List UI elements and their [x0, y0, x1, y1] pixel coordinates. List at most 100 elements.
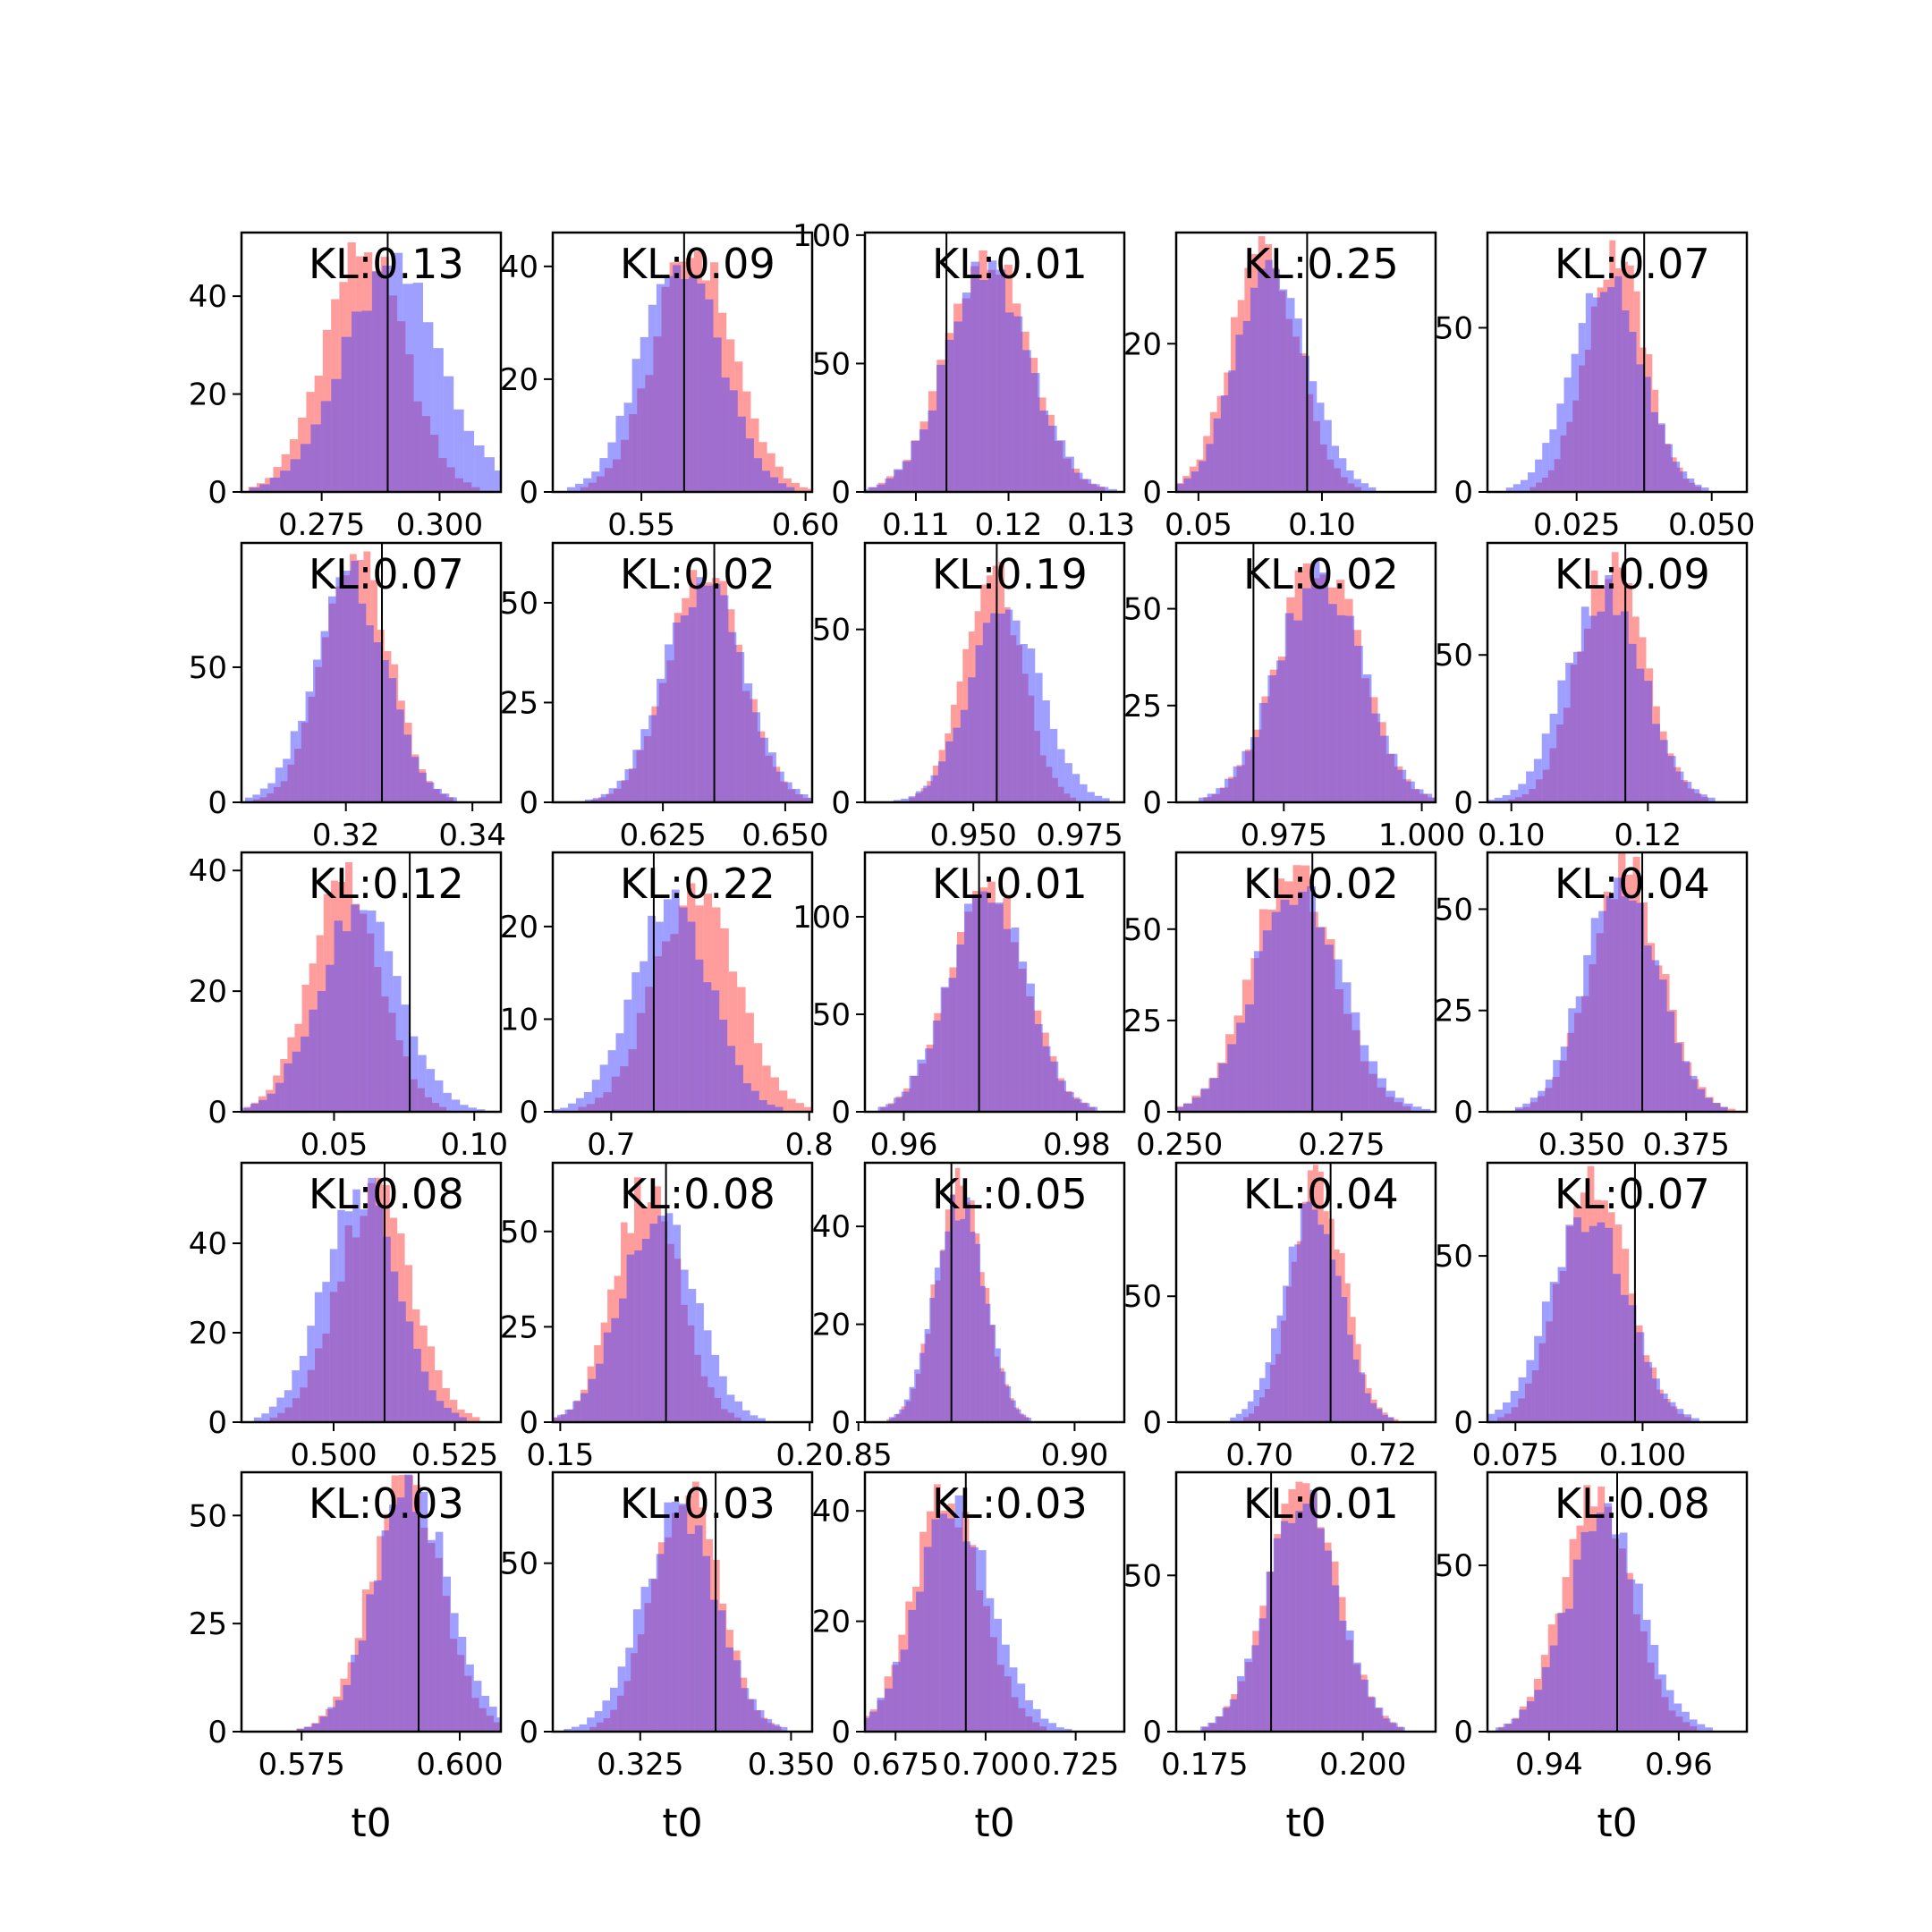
x-tick-label: 0.200 [1319, 1747, 1406, 1783]
blue-histogram-bar [901, 798, 909, 802]
y-tick-label: 0 [519, 1405, 538, 1441]
blue-histogram-bar [568, 1103, 576, 1112]
blue-histogram-bar [1360, 1679, 1368, 1732]
blue-histogram-bar [1592, 297, 1601, 492]
blue-histogram-bar [443, 1576, 452, 1732]
blue-histogram-bar [1004, 312, 1014, 492]
blue-histogram-bar [1199, 797, 1208, 802]
blue-histogram-bar [1571, 353, 1579, 492]
blue-histogram-bar [665, 644, 673, 802]
blue-histogram-bar [903, 1399, 910, 1422]
blue-histogram-bar [1673, 462, 1681, 492]
kl-divergence-label: KL:0.22 [620, 860, 775, 908]
blue-histogram-bar [756, 1710, 765, 1732]
x-tick-label: 0.90 [1041, 1437, 1109, 1473]
red-histogram-bar [787, 1098, 796, 1112]
blue-histogram-bar [1682, 1711, 1690, 1732]
blue-histogram-bar [1258, 1377, 1266, 1422]
blue-histogram-bar [1287, 298, 1295, 492]
blue-histogram-bar [607, 1050, 616, 1112]
blue-histogram-bar [459, 1417, 467, 1422]
blue-histogram-bar [1657, 423, 1665, 492]
blue-histogram-bar [1065, 1091, 1074, 1112]
blue-histogram-bar [1331, 445, 1340, 492]
y-tick-label: 20 [812, 1605, 851, 1640]
blue-histogram-bar [1683, 782, 1692, 802]
blue-histogram-bar [1298, 891, 1308, 1112]
blue-histogram-bar [625, 1648, 633, 1732]
red-histogram-bar [745, 1013, 754, 1112]
blue-histogram-bar [962, 1541, 971, 1732]
blue-histogram-bar [1039, 411, 1049, 492]
blue-histogram-bar [681, 1269, 689, 1422]
blue-histogram-bar [1283, 1285, 1289, 1422]
blue-histogram-bar [1032, 1708, 1041, 1732]
blue-histogram-bar [1353, 479, 1361, 492]
blue-histogram-bar [894, 1414, 900, 1422]
blue-histogram-bar [925, 1048, 933, 1112]
histogram-bars [865, 250, 1117, 492]
blue-histogram-bar [1585, 292, 1593, 492]
blue-histogram-bar [1222, 1707, 1230, 1732]
blue-histogram-bar [252, 794, 260, 802]
blue-histogram-bar [1502, 1402, 1511, 1422]
blue-histogram-bar [1665, 444, 1674, 492]
x-tick-label: 0.050 [1668, 507, 1755, 543]
blue-histogram-bar [711, 1354, 720, 1422]
blue-histogram-bar [688, 606, 697, 802]
blue-histogram-bar [283, 758, 291, 802]
blue-histogram-bar [564, 1410, 573, 1422]
y-tick-label: 40 [189, 1226, 227, 1262]
blue-histogram-bar [358, 603, 367, 802]
y-tick-label: 0 [1142, 1715, 1162, 1750]
blue-histogram-bar [1087, 792, 1095, 802]
blue-histogram-bar [412, 283, 423, 492]
blue-histogram-bar [443, 1092, 452, 1112]
blue-histogram-bar [1200, 1726, 1208, 1732]
blue-histogram-bar [1306, 1201, 1312, 1422]
histogram-panel-15: 0.350 0.375 0 25 50 KL:0.04 [1435, 851, 1749, 1163]
blue-histogram-bar [1368, 1061, 1378, 1112]
axes-frame [1174, 231, 1437, 494]
blue-histogram-bar [680, 615, 689, 802]
y-tick-label: 0 [519, 1095, 538, 1131]
y-tick-label: 50 [500, 1546, 538, 1582]
blue-histogram-bar [1271, 911, 1281, 1112]
blue-histogram-bar [702, 1555, 711, 1732]
blue-histogram-bar [1583, 954, 1591, 1112]
red-histogram-bar [791, 482, 800, 492]
blue-histogram-bar [1644, 1361, 1653, 1422]
blue-histogram-bar [1535, 459, 1543, 492]
histogram-panel-14: 0.250 0.275 0 25 50 KL:0.02 [1123, 851, 1437, 1163]
blue-histogram-bar [1682, 1061, 1690, 1112]
blue-histogram-bar [1613, 1274, 1621, 1422]
blue-histogram-bar [865, 1717, 869, 1732]
blue-histogram-bar [1573, 1217, 1581, 1422]
blue-histogram-bar [1048, 1723, 1057, 1732]
kl-divergence-label: KL:0.08 [1555, 1479, 1710, 1528]
blue-histogram-bar [484, 457, 495, 492]
blue-histogram-bar [1563, 377, 1572, 492]
x-tick-label: 0.325 [597, 1747, 683, 1783]
kl-divergence-label: KL:0.02 [1243, 550, 1399, 598]
blue-histogram-bar [1667, 756, 1676, 802]
blue-histogram-bar [1580, 606, 1589, 802]
blue-histogram-bar [358, 1640, 367, 1732]
blue-histogram-bar [1279, 289, 1288, 492]
blue-histogram-bar [603, 1332, 612, 1422]
blue-histogram-bar [816, 800, 824, 802]
kl-divergence-label: KL:0.09 [620, 240, 775, 288]
blue-histogram-bar [433, 348, 444, 492]
blue-histogram-bar [663, 899, 672, 1112]
blue-histogram-bar [1333, 959, 1343, 1112]
blue-histogram-bar [775, 1106, 784, 1112]
blue-histogram-bar [1317, 1528, 1325, 1732]
blue-histogram-bar [342, 931, 352, 1112]
blue-histogram-bar [1605, 575, 1614, 802]
blue-histogram-bar [1368, 487, 1377, 492]
blue-histogram-bar [1382, 1414, 1389, 1422]
blue-histogram-bar [331, 378, 342, 492]
blue-histogram-bar [1541, 1301, 1550, 1422]
x-tick-label: 0.275 [278, 507, 365, 543]
blue-histogram-bar [1651, 960, 1660, 1112]
